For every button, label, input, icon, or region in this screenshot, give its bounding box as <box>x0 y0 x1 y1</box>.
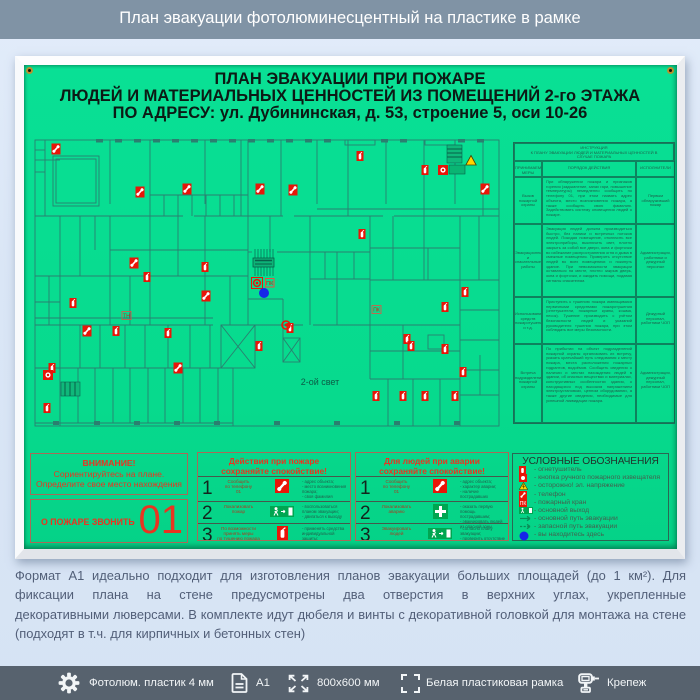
svg-text:ПК: ПК <box>373 308 380 314</box>
svg-text:ПК: ПК <box>266 281 274 287</box>
svg-text:ПК: ПК <box>520 501 527 507</box>
svg-text:2-ой свет: 2-ой свет <box>301 377 340 387</box>
svg-text:ТН: ТН <box>123 314 130 320</box>
